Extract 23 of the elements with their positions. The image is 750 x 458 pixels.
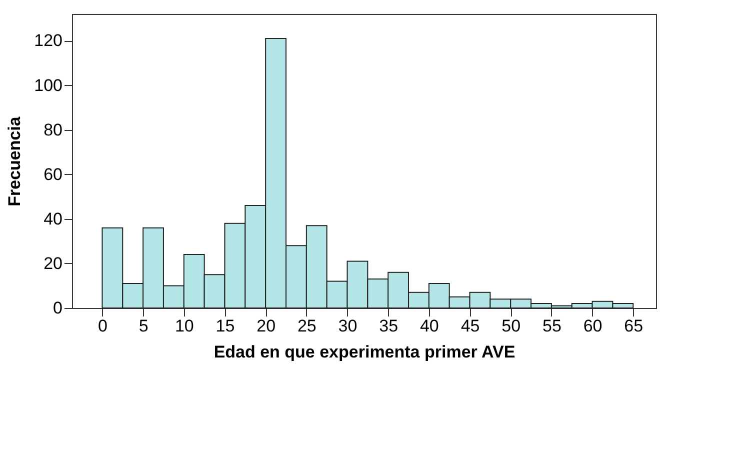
y-tick-label: 100 bbox=[34, 76, 62, 95]
x-tick-label: 45 bbox=[460, 316, 480, 336]
x-tick-label: 15 bbox=[216, 316, 235, 336]
x-tick-label: 65 bbox=[624, 316, 644, 336]
x-tick-label: 55 bbox=[542, 316, 562, 336]
x-tick-label: 5 bbox=[138, 316, 148, 336]
x-tick-label: 50 bbox=[502, 316, 521, 336]
x-tick-label: 40 bbox=[420, 316, 439, 336]
x-tick-label: 20 bbox=[256, 316, 276, 336]
y-tick-label: 0 bbox=[53, 298, 62, 318]
x-tick-label: 25 bbox=[297, 316, 316, 336]
y-tick-label: 40 bbox=[44, 209, 62, 228]
y-tick-label: 60 bbox=[44, 164, 62, 184]
y-tick-label: 120 bbox=[34, 31, 62, 50]
x-tick-label: 35 bbox=[379, 316, 398, 336]
y-tick-label: 20 bbox=[44, 254, 62, 273]
x-axis-title: Edad en que experimenta primer AVE bbox=[214, 342, 516, 362]
x-tick-label: 10 bbox=[174, 316, 194, 336]
y-axis-title: Frecuencia bbox=[5, 116, 24, 206]
x-tick-label: 30 bbox=[338, 316, 358, 336]
x-tick-label: 0 bbox=[98, 316, 108, 336]
y-tick-label: 80 bbox=[44, 120, 62, 140]
x-tick-label: 60 bbox=[583, 316, 602, 336]
